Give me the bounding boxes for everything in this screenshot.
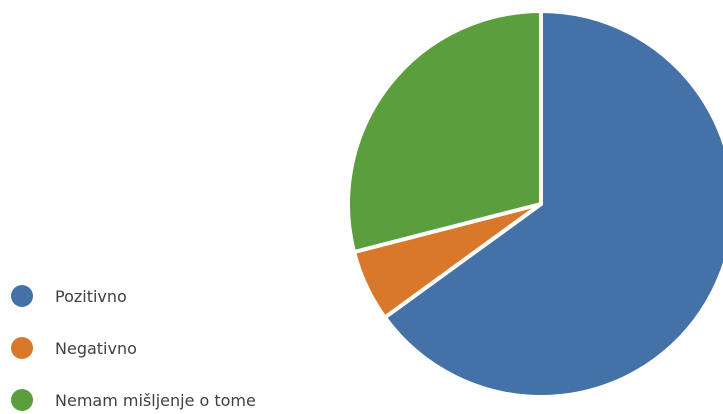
pie-slice-nemam-mi-ljenje-o-tome (346, 9, 543, 254)
pie-slice-pozitivno (382, 9, 723, 399)
legend-swatch (11, 285, 33, 307)
legend-label: Pozitivno (55, 287, 127, 306)
legend-label: Nemam mišljenje o tome (55, 391, 256, 410)
legend-swatch (11, 389, 33, 411)
legend: Pozitivno Negativno Nemam mišljenje o tome (11, 285, 256, 411)
legend-swatch (11, 337, 33, 359)
pie-slices (346, 9, 723, 399)
legend-label: Negativno (55, 339, 137, 358)
